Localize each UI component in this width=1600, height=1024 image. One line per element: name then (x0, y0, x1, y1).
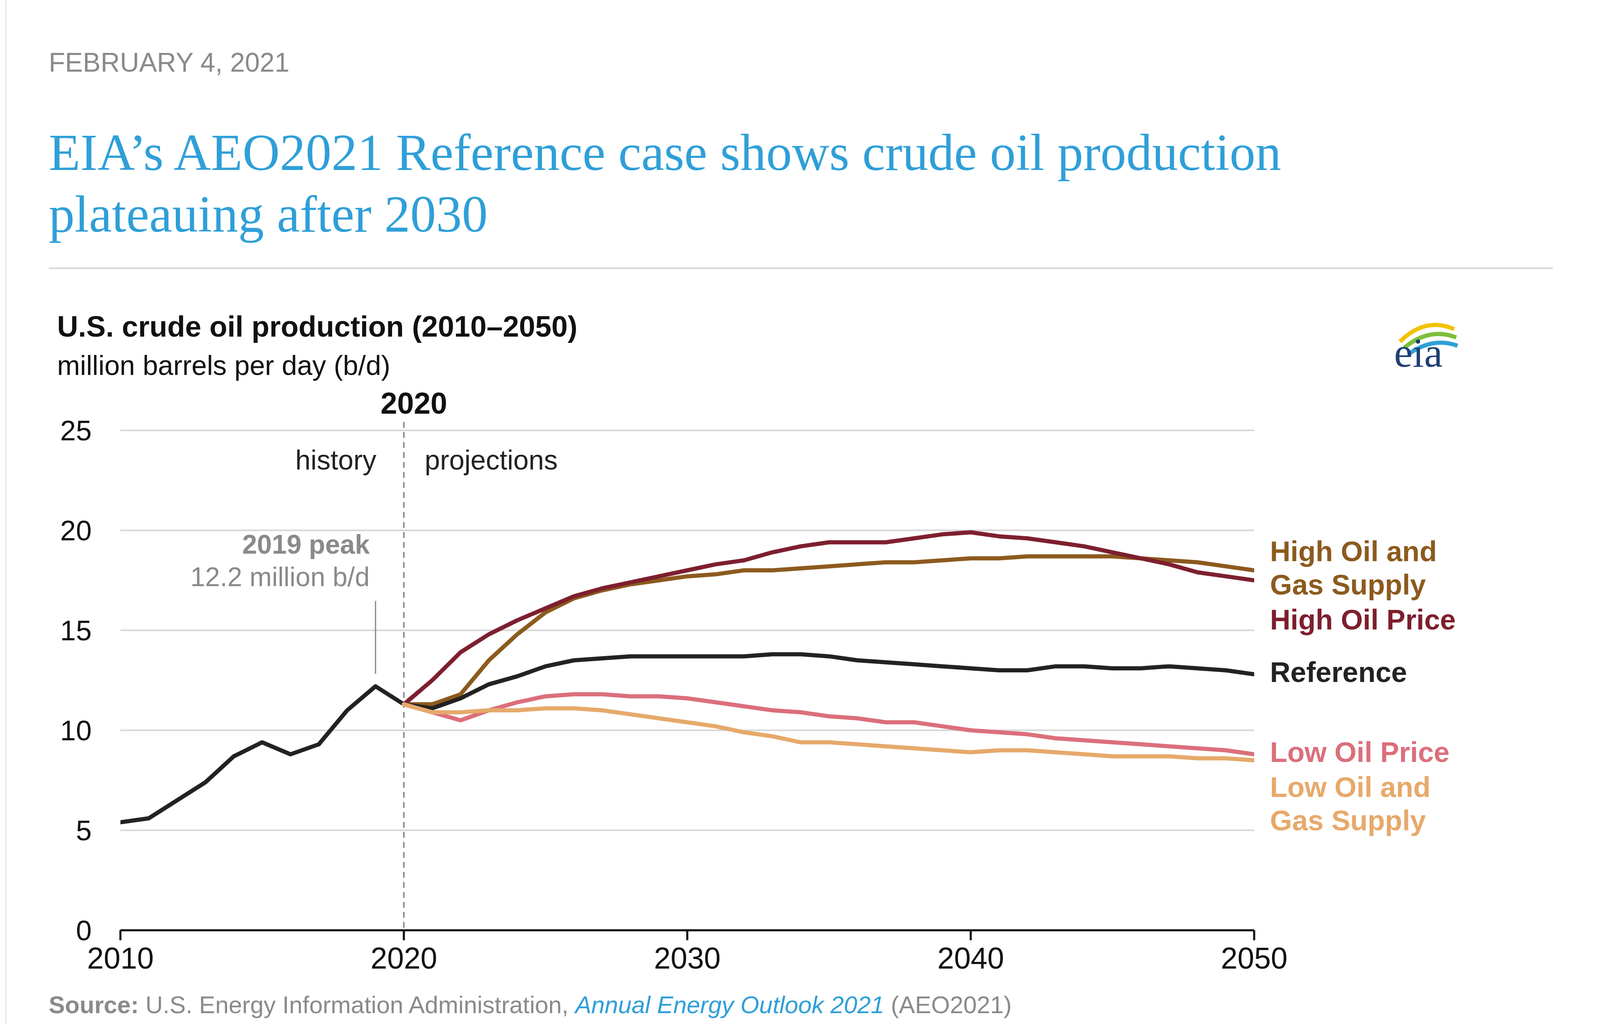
y-tick-label: 10 (60, 714, 92, 747)
annotation-leader (375, 600, 377, 674)
grid-line (120, 429, 1255, 432)
legend-label-line: Gas Supply (1270, 804, 1426, 837)
grid-line (120, 729, 1255, 732)
divider-label: 2020 (380, 386, 448, 420)
source-label: Source: (48, 991, 139, 1019)
x-tick (1253, 930, 1256, 941)
logo: eia (1394, 325, 1458, 376)
series-lines (120, 532, 1255, 823)
legend-label-line: Reference (1270, 656, 1408, 688)
grid-line (120, 629, 1255, 632)
headline-line: plateauing after 2030 (48, 185, 488, 243)
legend-label-line: High Oil Price (1270, 603, 1456, 636)
series-line (403, 694, 1255, 755)
source-suffix: (AEO2021) (890, 991, 1012, 1019)
page-border (5, 0, 7, 1024)
x-tick-label: 2020 (370, 941, 438, 975)
headline-line: EIA’s AEO2021 Reference case shows crude… (48, 124, 1282, 182)
x-tick-label: 2050 (1220, 941, 1288, 975)
y-tick-label: 5 (75, 814, 92, 847)
series-line (403, 704, 1255, 761)
divider-right: projections (424, 444, 558, 476)
series-line (403, 556, 1255, 705)
legend-label: Low Oil Price (1270, 736, 1450, 768)
header-rule (48, 267, 1553, 270)
chart-root: FEBRUARY 4, 2021 EIA’s AEO2021 Reference … (0, 0, 1600, 1024)
divider-line (403, 422, 405, 931)
legend-label-line: Low Oil Price (1270, 736, 1450, 768)
date: FEBRUARY 4, 2021 (48, 47, 290, 78)
headline: EIA’s AEO2021 Reference case shows crude… (48, 124, 1282, 243)
background (0, 0, 1600, 1024)
legend-label-line: High Oil and (1270, 535, 1437, 568)
x-tick-label: 2010 (87, 941, 154, 975)
source-link[interactable]: Annual Energy Outlook 2021 (573, 991, 885, 1019)
grid-line (120, 829, 1255, 832)
source-text: U.S. Energy Information Administration, (145, 991, 569, 1019)
divider-left: history (295, 444, 377, 476)
legend-label-line: Low Oil and (1270, 771, 1431, 803)
x-tick (686, 930, 689, 941)
annotation-text: 2019 peak (242, 529, 370, 560)
legend-label: High Oil Price (1270, 603, 1456, 636)
y-tick-label: 15 (60, 614, 92, 647)
source: Source:U.S. Energy Information Administr… (48, 991, 1012, 1019)
legend-label: Reference (1270, 656, 1408, 688)
x-tick (402, 930, 405, 941)
legend-label-line: Gas Supply (1270, 568, 1426, 601)
x-tick-label: 2040 (937, 941, 1005, 975)
legend-label: High Oil andGas Supply (1270, 535, 1437, 601)
annotation-text: 12.2 million b/d (190, 562, 370, 593)
y-tick-label: 20 (60, 514, 92, 547)
chart-subtitle: million barrels per day (b/d) (57, 350, 391, 381)
x-tick (969, 930, 972, 941)
y-tick-label: 25 (60, 414, 92, 447)
x-tick-label: 2030 (653, 941, 721, 975)
logo-text: eia (1394, 329, 1443, 376)
legend-label: Low Oil andGas Supply (1270, 771, 1431, 837)
series-line (403, 532, 1255, 705)
x-tick (119, 930, 122, 941)
chart-title: U.S. crude oil production (2010–2050) (57, 310, 578, 343)
grid (120, 430, 1255, 831)
series-line (120, 654, 1255, 823)
